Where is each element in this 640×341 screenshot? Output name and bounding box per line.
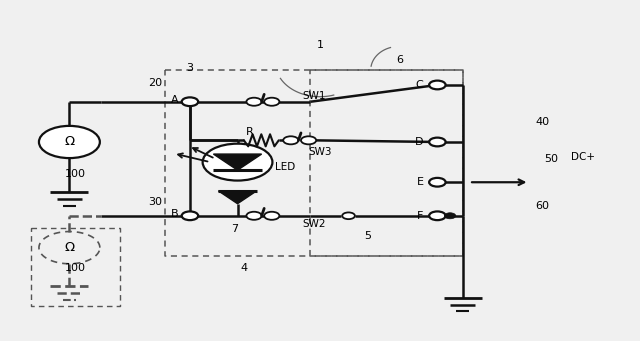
Text: 50: 50 <box>545 154 559 164</box>
Text: 4: 4 <box>240 263 248 273</box>
Circle shape <box>182 98 198 106</box>
Text: Ω: Ω <box>65 135 74 148</box>
Text: F: F <box>417 211 424 221</box>
Polygon shape <box>213 154 262 170</box>
Text: E: E <box>417 177 424 187</box>
Circle shape <box>264 98 280 106</box>
Text: SW1: SW1 <box>302 91 325 101</box>
Circle shape <box>39 126 100 158</box>
Text: 60: 60 <box>535 201 549 211</box>
Text: 100: 100 <box>65 169 86 179</box>
Circle shape <box>246 98 262 106</box>
Circle shape <box>429 211 445 220</box>
Text: 20: 20 <box>148 78 162 88</box>
Text: 100: 100 <box>65 264 86 273</box>
Text: C: C <box>415 80 424 90</box>
Text: LED: LED <box>275 162 295 172</box>
Circle shape <box>429 178 445 187</box>
Text: D: D <box>415 137 424 147</box>
Circle shape <box>284 136 298 144</box>
Text: 3: 3 <box>186 63 193 73</box>
Circle shape <box>429 138 445 146</box>
Text: R: R <box>246 127 254 137</box>
Circle shape <box>264 212 280 220</box>
Circle shape <box>342 212 355 219</box>
Text: DC+: DC+ <box>571 152 595 162</box>
Text: Ω: Ω <box>65 241 74 254</box>
Circle shape <box>301 136 316 144</box>
Text: 6: 6 <box>396 55 403 65</box>
Text: 5: 5 <box>364 231 371 241</box>
Text: A: A <box>171 95 179 105</box>
Polygon shape <box>218 191 257 204</box>
Text: 7: 7 <box>231 224 238 234</box>
Circle shape <box>444 213 456 219</box>
Text: SW3: SW3 <box>308 147 332 157</box>
Circle shape <box>182 211 198 220</box>
Text: 1: 1 <box>317 40 323 50</box>
Text: SW2: SW2 <box>302 219 325 229</box>
Circle shape <box>429 80 445 89</box>
Text: B: B <box>171 209 179 219</box>
Circle shape <box>246 212 262 220</box>
Text: 40: 40 <box>535 117 549 127</box>
Text: 30: 30 <box>148 197 162 207</box>
Circle shape <box>203 144 273 181</box>
